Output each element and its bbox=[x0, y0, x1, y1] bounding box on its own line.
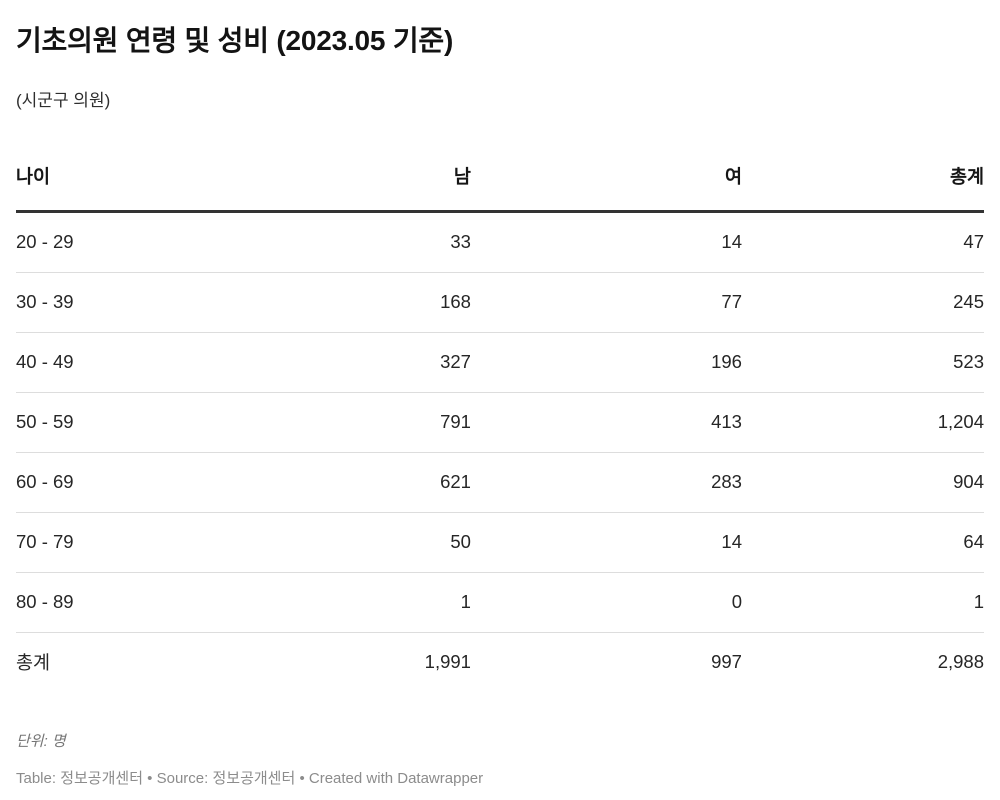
table-row: 40 - 49 327 196 523 bbox=[16, 332, 984, 393]
attribution-separator: • Source: bbox=[143, 769, 213, 787]
attribution-datawrapper-link[interactable]: Datawrapper bbox=[397, 769, 484, 787]
cell-age: 총계 bbox=[16, 652, 51, 674]
unit-note: 단위: 명 bbox=[16, 732, 66, 750]
cell-total: 904 bbox=[741, 452, 984, 513]
cell-age: 20 - 29 bbox=[16, 211, 258, 273]
age-gender-table: 나이 남 여 총계 20 - 29 33 14 47 30 - 39 168 77 245 40… bbox=[16, 162, 984, 692]
cell-male: 1,991 bbox=[424, 651, 471, 673]
column-header-total: 총계 bbox=[741, 162, 984, 213]
cell-total: 245 bbox=[741, 272, 984, 333]
table-row: 80 - 89 1 0 1 bbox=[16, 572, 984, 633]
cell-total: 1,204 bbox=[741, 392, 984, 453]
cell-male: 791 bbox=[258, 392, 471, 453]
cell-female: 0 bbox=[470, 572, 742, 633]
attribution-separator: • Created with bbox=[295, 769, 398, 787]
cell-age: 80 - 89 bbox=[16, 572, 258, 633]
table-row: 70 - 79 50 14 64 bbox=[16, 512, 984, 573]
cell-female: 997 bbox=[711, 651, 742, 673]
page-title: 기초의원 연령 및 성비 (2023.05 기준) bbox=[16, 25, 454, 56]
table-total-row: 총계 1,991 997 2,988 bbox=[16, 632, 984, 692]
table-row: 60 - 69 621 283 904 bbox=[16, 452, 984, 513]
table-row: 30 - 39 168 77 245 bbox=[16, 272, 984, 333]
column-header-male: 남 bbox=[258, 162, 471, 213]
cell-age: 50 - 59 bbox=[16, 392, 258, 453]
attribution-table-label: Table: bbox=[16, 769, 61, 787]
attribution-source-link[interactable]: 정보공개센터 bbox=[212, 769, 296, 787]
cell-male: 33 bbox=[258, 211, 471, 273]
table-row: 20 - 29 33 14 47 bbox=[16, 211, 984, 273]
cell-male: 168 bbox=[258, 272, 471, 333]
cell-total: 1 bbox=[741, 572, 984, 633]
cell-age: 60 - 69 bbox=[16, 452, 258, 513]
cell-female: 77 bbox=[470, 272, 742, 333]
cell-age: 70 - 79 bbox=[16, 512, 258, 573]
cell-female: 413 bbox=[470, 392, 742, 453]
page-subtitle: (시군구 의원) bbox=[16, 90, 111, 110]
cell-age: 30 - 39 bbox=[16, 272, 258, 333]
cell-female: 283 bbox=[470, 452, 742, 513]
cell-male: 327 bbox=[258, 332, 471, 393]
cell-female: 14 bbox=[470, 211, 742, 273]
cell-female: 196 bbox=[470, 332, 742, 393]
cell-female: 14 bbox=[470, 512, 742, 573]
cell-total: 47 bbox=[741, 211, 984, 273]
column-header-female: 여 bbox=[470, 162, 742, 213]
table-body: 20 - 29 33 14 47 30 - 39 168 77 245 40 - 49 327 19… bbox=[16, 211, 984, 692]
column-header-age: 나이 bbox=[16, 162, 258, 213]
attribution-line: Table: 정보공개센터 • Source: 정보공개센터 • Created… bbox=[16, 767, 984, 788]
table-header-row: 나이 남 여 총계 bbox=[16, 162, 984, 213]
cell-total: 523 bbox=[741, 332, 984, 393]
table-header: 나이 남 여 총계 bbox=[16, 162, 984, 213]
cell-total: 2,988 bbox=[937, 651, 984, 673]
cell-age: 40 - 49 bbox=[16, 332, 258, 393]
cell-total: 64 bbox=[741, 512, 984, 573]
table-row: 50 - 59 791 413 1,204 bbox=[16, 392, 984, 453]
cell-male: 1 bbox=[258, 572, 471, 633]
cell-male: 50 bbox=[258, 512, 471, 573]
attribution-table-source-link[interactable]: 정보공개센터 bbox=[60, 769, 144, 787]
cell-male: 621 bbox=[258, 452, 471, 513]
